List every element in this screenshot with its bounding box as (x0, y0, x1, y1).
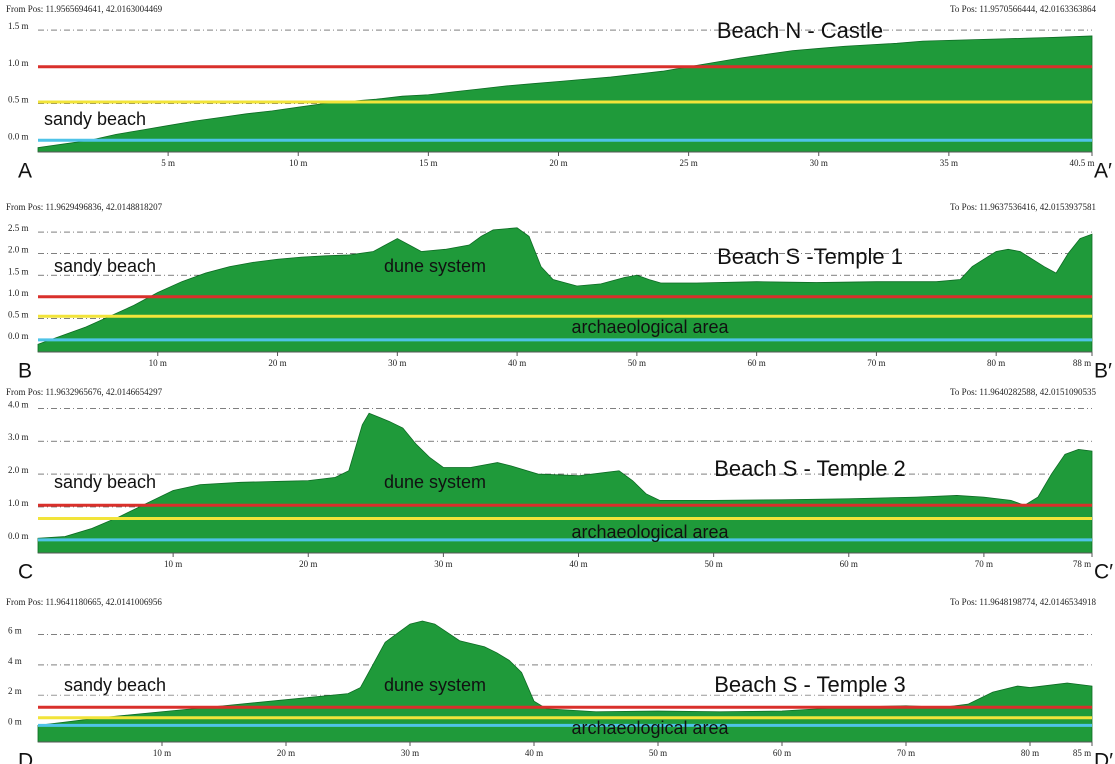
x-tick-label: 80 m (1021, 748, 1039, 758)
x-tick-label: 60 m (773, 748, 791, 758)
profile-title: Beach N - Castle (717, 18, 883, 43)
x-tick-label: 10 m (153, 748, 171, 758)
section-end: C′ (1094, 561, 1113, 584)
x-tick-label: 40 m (525, 748, 543, 758)
y-tick-label: 1.0 m (8, 288, 29, 298)
section-start: C (18, 561, 33, 584)
x-tick-label: 50 m (628, 358, 646, 368)
elevation-area (37, 412, 1093, 554)
x-tick-label: 60 m (748, 358, 766, 368)
y-tick-label: 4 m (8, 656, 22, 666)
y-tick-label: 2.5 m (8, 223, 29, 233)
x-tick-label: 40 m (569, 559, 587, 569)
profile-title: Beach S - Temple 3 (714, 672, 906, 697)
annotation: archaeological area (571, 317, 729, 337)
to-pos: To Pos: 11.9648198774, 42.0146534918 (950, 597, 1097, 607)
section-end: B′ (1094, 360, 1112, 383)
y-tick-label: 0 m (8, 716, 22, 726)
x-tick-label: 20 m (268, 358, 286, 368)
x-tick-label: 78 m (1073, 559, 1091, 569)
x-tick-label: 20 m (299, 559, 317, 569)
y-tick-label: 1.5 m (8, 266, 29, 276)
y-tick-label: 6 m (8, 626, 22, 636)
annotation: archaeological area (571, 718, 729, 738)
x-tick-label: 70 m (975, 559, 993, 569)
y-tick-label: 1.5 m (8, 21, 29, 31)
x-tick-label: 30 m (388, 358, 406, 368)
x-tick-label: 20 m (549, 158, 567, 168)
annotation: dune system (384, 472, 486, 492)
from-pos: From Pos: 11.9641180665, 42.0141006956 (6, 597, 162, 607)
y-tick-label: 0.5 m (8, 309, 29, 319)
x-tick-label: 60 m (840, 559, 858, 569)
section-start: A (18, 160, 32, 183)
section-start: B (18, 360, 32, 383)
elevation-area (37, 227, 1093, 353)
to-pos: To Pos: 11.9640282588, 42.0151090535 (950, 387, 1097, 397)
y-tick-label: 1.0 m (8, 58, 29, 68)
y-tick-label: 2.0 m (8, 465, 29, 475)
x-tick-label: 15 m (419, 158, 437, 168)
x-tick-label: 30 m (434, 559, 452, 569)
y-tick-label: 4.0 m (8, 399, 29, 409)
x-tick-label: 25 m (679, 158, 697, 168)
x-tick-label: 10 m (149, 358, 167, 368)
annotation: dune system (384, 256, 486, 276)
y-tick-label: 1.0 m (8, 498, 29, 508)
y-tick-label: 0.0 m (8, 531, 29, 541)
annotation: sandy beach (64, 675, 166, 695)
section-start: D (18, 750, 33, 764)
profile-title: Beach S - Temple 2 (714, 456, 906, 481)
annotation: dune system (384, 675, 486, 695)
x-tick-label: 80 m (987, 358, 1005, 368)
x-tick-label: 50 m (649, 748, 667, 758)
from-pos: From Pos: 11.9565694641, 42.0163004469 (6, 4, 163, 14)
annotation: sandy beach (44, 109, 146, 129)
elevation-area (37, 35, 1093, 153)
y-tick-label: 2.0 m (8, 245, 29, 255)
to-pos: To Pos: 11.9637536416, 42.0153937581 (950, 202, 1096, 212)
x-tick-label: 50 m (705, 559, 723, 569)
x-tick-label: 85 m (1073, 748, 1091, 758)
y-tick-label: 0.5 m (8, 95, 29, 105)
annotation: sandy beach (54, 256, 156, 276)
x-tick-label: 88 m (1073, 358, 1091, 368)
x-tick-label: 5 m (161, 158, 175, 168)
x-tick-label: 20 m (277, 748, 295, 758)
y-tick-label: 2 m (8, 686, 22, 696)
x-tick-label: 40 m (508, 358, 526, 368)
annotation: archaeological area (571, 522, 729, 542)
from-pos: From Pos: 11.9629496836, 42.0148818207 (6, 202, 163, 212)
annotation: sandy beach (54, 472, 156, 492)
x-tick-label: 70 m (897, 748, 915, 758)
x-tick-label: 35 m (940, 158, 958, 168)
section-end: D′ (1094, 750, 1113, 764)
y-tick-label: 0.0 m (8, 131, 29, 141)
x-tick-label: 10 m (164, 559, 182, 569)
section-end: A′ (1094, 160, 1112, 183)
elevation-area (37, 620, 1093, 743)
x-tick-label: 10 m (289, 158, 307, 168)
x-tick-label: 30 m (401, 748, 419, 758)
y-tick-label: 0.0 m (8, 331, 29, 341)
x-tick-label: 40.5 m (1069, 158, 1094, 168)
x-tick-label: 30 m (810, 158, 828, 168)
y-tick-label: 3.0 m (8, 432, 29, 442)
from-pos: From Pos: 11.9632965676, 42.0146654297 (6, 387, 163, 397)
profile-title: Beach S -Temple 1 (717, 244, 903, 269)
x-tick-label: 70 m (867, 358, 885, 368)
to-pos: To Pos: 11.9570566444, 42.0163363864 (950, 4, 1097, 14)
